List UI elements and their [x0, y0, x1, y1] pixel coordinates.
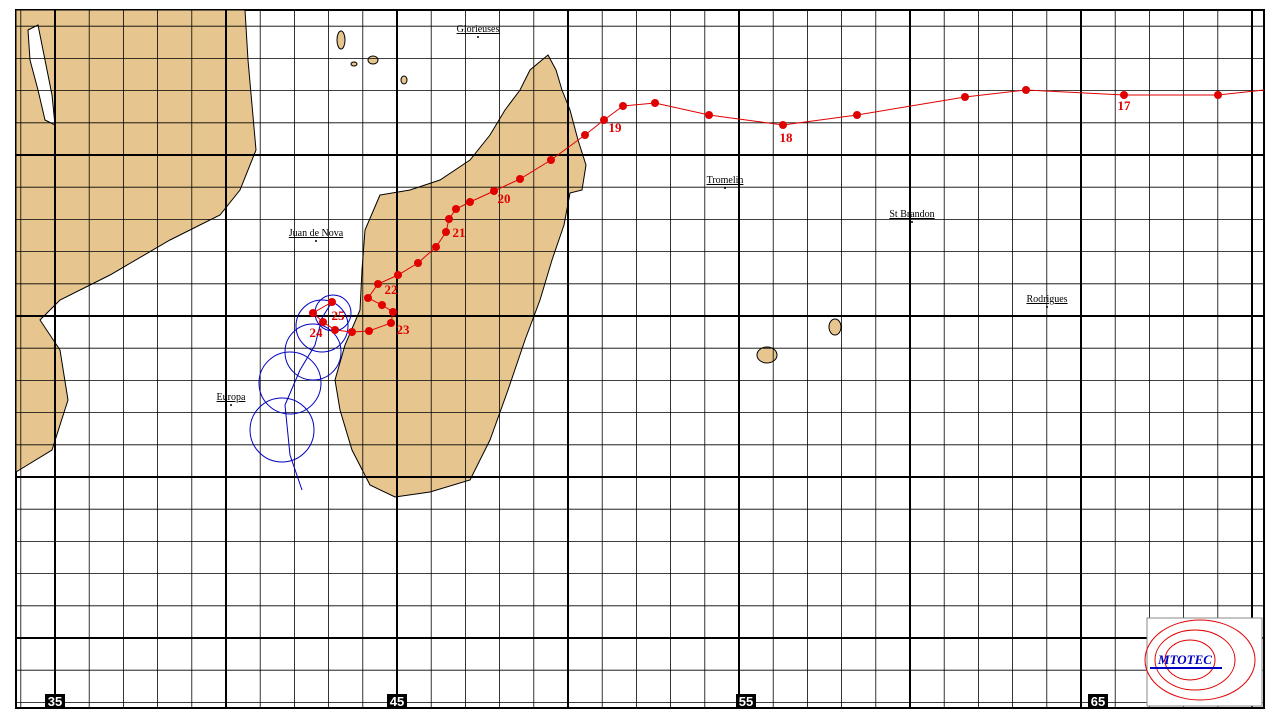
place-dot	[1046, 306, 1048, 308]
track-point	[490, 187, 498, 195]
mauritius	[828, 318, 842, 336]
longitude-label: 45	[390, 694, 404, 709]
track-point	[348, 328, 356, 336]
forecast-circle	[249, 397, 315, 463]
place-dot	[315, 240, 317, 242]
track-day-label: 23	[397, 322, 411, 337]
track-day-label: 20	[498, 191, 511, 206]
place-label: Rodrigues	[1026, 294, 1067, 305]
place-label: Juan de Nova	[289, 228, 344, 239]
forecast-circle	[295, 299, 349, 353]
track-point	[374, 280, 382, 288]
track-point	[331, 326, 339, 334]
track-day-label: 18	[780, 130, 794, 145]
longitude-label: 65	[1091, 694, 1105, 709]
track-point	[1214, 91, 1222, 99]
track-point	[414, 259, 422, 267]
track-point	[779, 121, 787, 129]
logo-ring	[1164, 639, 1216, 681]
track-day-label: 21	[453, 225, 466, 240]
longitude-box	[387, 694, 407, 708]
logo-text: MTOTEC	[1157, 652, 1212, 667]
logo-ring	[1154, 629, 1236, 691]
forecast-circle	[258, 351, 322, 415]
track-point	[442, 228, 450, 236]
track-point	[961, 93, 969, 101]
comoros	[336, 30, 346, 50]
track-point	[547, 156, 555, 164]
africa-coast	[15, 9, 257, 473]
track-point	[651, 99, 659, 107]
place-label: Europa	[217, 392, 246, 403]
track-point	[705, 111, 713, 119]
place-label: Tromelin	[707, 175, 744, 186]
comoros	[350, 61, 358, 67]
longitude-box	[45, 694, 65, 708]
track-point	[387, 319, 395, 327]
track-point	[600, 116, 608, 124]
track-day-label: 17	[1118, 98, 1132, 113]
track-day-label: 22	[385, 282, 398, 297]
track-day-label: 19	[609, 120, 623, 135]
track-point	[853, 111, 861, 119]
track-day-label: 24	[310, 325, 324, 340]
track-point	[1120, 91, 1128, 99]
track-point	[328, 298, 336, 306]
place-dot	[230, 404, 232, 406]
place-dot	[724, 187, 726, 189]
track-point	[309, 309, 317, 317]
track-point	[378, 301, 386, 309]
place-label: St Brandon	[889, 209, 934, 220]
track-point	[445, 215, 453, 223]
reunion	[756, 346, 778, 364]
longitude-label: 55	[739, 694, 753, 709]
track-point	[466, 198, 474, 206]
logo-ring	[1144, 619, 1256, 701]
longitude-box	[736, 694, 756, 708]
place-dot	[477, 36, 479, 38]
track-point	[365, 327, 373, 335]
track-day-label: 25	[332, 308, 346, 323]
track-point	[619, 102, 627, 110]
track-point	[389, 308, 397, 316]
track-point	[432, 243, 440, 251]
track-point	[452, 205, 460, 213]
track-point	[364, 294, 372, 302]
track-point	[319, 318, 327, 326]
comoros	[367, 55, 379, 65]
labels: Glorieuses Tromelin St Brandon Juan de Nova…	[45, 24, 1131, 709]
grid	[16, 10, 1264, 708]
longitude-label: 35	[48, 694, 62, 709]
comoros	[400, 75, 408, 85]
track-point	[394, 271, 402, 279]
forecast-track	[284, 304, 331, 491]
logo: MTOTEC	[1144, 617, 1263, 707]
track-point	[516, 175, 524, 183]
track-point	[581, 131, 589, 139]
longitude-box	[1088, 694, 1108, 708]
place-dot	[911, 221, 913, 223]
place-label: Glorieuses	[457, 24, 500, 35]
track-point	[1022, 86, 1030, 94]
track-points	[309, 86, 1222, 336]
